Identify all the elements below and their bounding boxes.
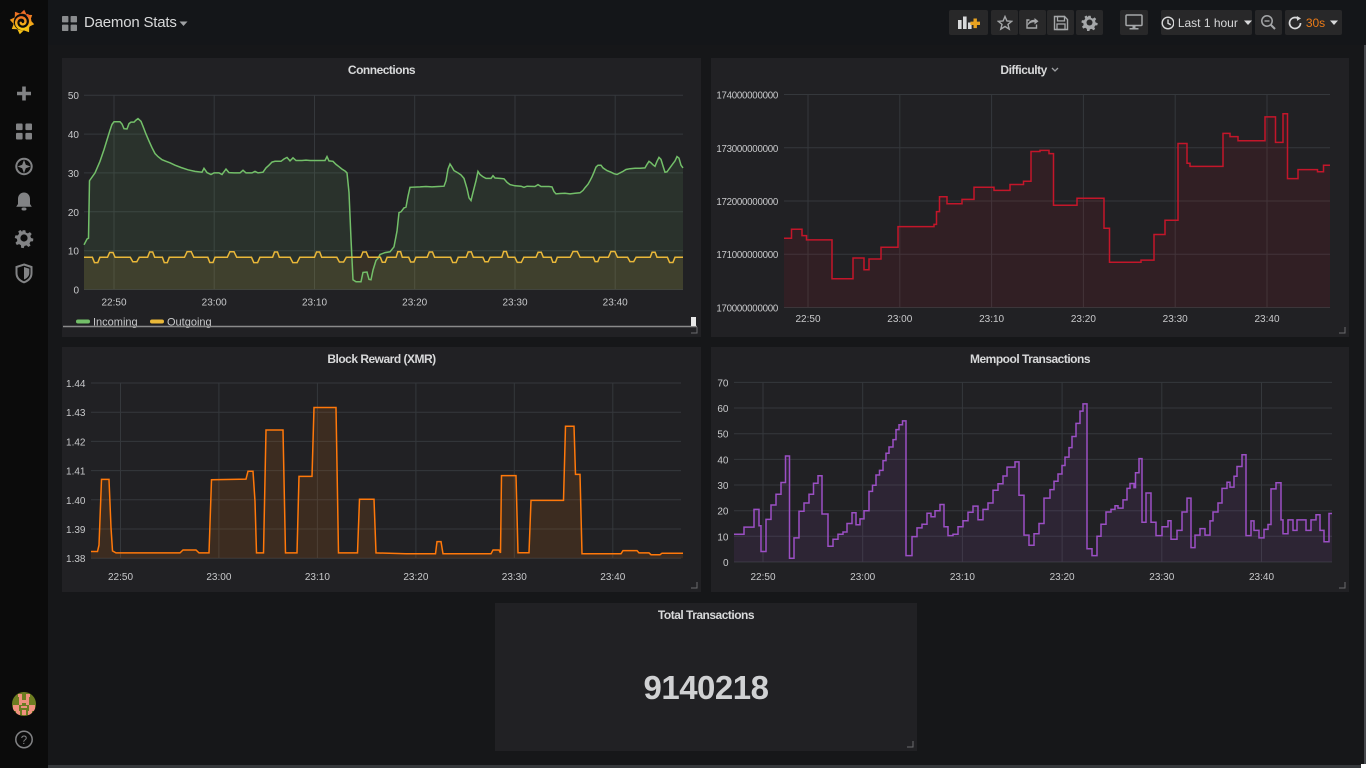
svg-text:Outgoing: Outgoing [167,317,212,329]
svg-text:23:40: 23:40 [1254,314,1279,325]
svg-text:40: 40 [68,130,80,141]
svg-text:22:50: 22:50 [101,298,126,309]
svg-text:0: 0 [723,558,729,569]
svg-text:10: 10 [717,532,729,543]
svg-text:173000000000: 173000000000 [716,144,779,155]
svg-text:23:10: 23:10 [950,572,975,583]
svg-text:23:00: 23:00 [887,314,912,325]
svg-text:60: 60 [717,404,729,415]
svg-text:23:10: 23:10 [979,314,1004,325]
svg-text:1.44: 1.44 [66,379,86,390]
svg-text:23:10: 23:10 [302,298,327,309]
svg-text:23:30: 23:30 [502,572,527,583]
svg-text:?: ? [21,735,27,747]
svg-text:23:00: 23:00 [206,572,231,583]
svg-text:23:20: 23:20 [1071,314,1096,325]
svg-text:0: 0 [73,286,79,297]
svg-text:23:40: 23:40 [600,572,625,583]
svg-text:1.42: 1.42 [66,437,86,448]
svg-text:1.38: 1.38 [66,554,86,565]
svg-text:23:30: 23:30 [1149,572,1174,583]
svg-text:23:20: 23:20 [1050,572,1075,583]
svg-text:23:20: 23:20 [403,572,428,583]
svg-text:23:30: 23:30 [502,298,527,309]
svg-text:23:20: 23:20 [402,298,427,309]
svg-text:40: 40 [717,455,729,466]
svg-text:70: 70 [717,378,729,389]
svg-text:50: 50 [68,91,80,102]
svg-text:23:10: 23:10 [305,572,330,583]
svg-text:22:50: 22:50 [750,572,775,583]
svg-text:20: 20 [68,208,80,219]
svg-text:50: 50 [717,430,729,441]
svg-text:22:50: 22:50 [795,314,820,325]
svg-text:22:50: 22:50 [108,572,133,583]
svg-text:23:30: 23:30 [1163,314,1188,325]
svg-text:1.41: 1.41 [66,467,86,478]
svg-text:1.40: 1.40 [66,496,86,507]
svg-text:23:40: 23:40 [1249,572,1274,583]
svg-text:170000000000: 170000000000 [716,304,779,315]
svg-text:23:40: 23:40 [603,298,628,309]
svg-text:23:00: 23:00 [850,572,875,583]
svg-text:20: 20 [717,507,729,518]
svg-text:1.39: 1.39 [66,525,86,536]
svg-text:1.43: 1.43 [66,408,86,419]
svg-text:10: 10 [68,247,80,258]
svg-text:Incoming: Incoming [93,317,138,329]
svg-text:30: 30 [717,481,729,492]
svg-text:174000000000: 174000000000 [716,91,779,102]
svg-text:172000000000: 172000000000 [716,197,779,208]
svg-text:171000000000: 171000000000 [716,250,779,261]
svg-text:30: 30 [68,169,80,180]
svg-text:23:00: 23:00 [202,298,227,309]
